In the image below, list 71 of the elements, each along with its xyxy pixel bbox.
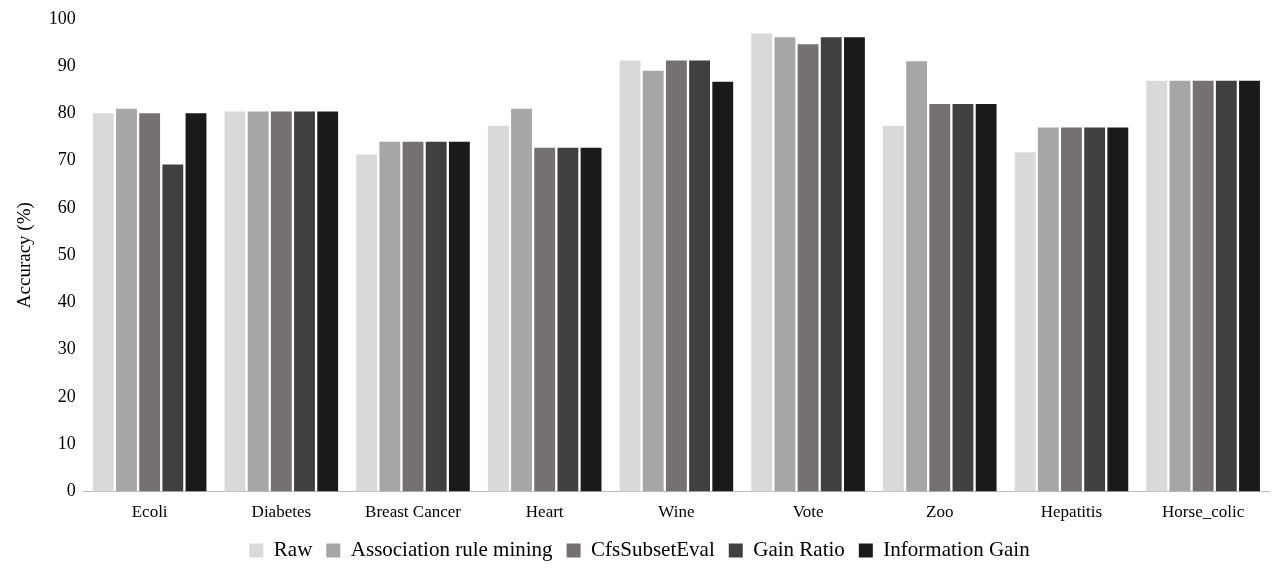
bar [116,108,137,492]
bar [92,113,114,492]
x-tick-label: Zoo [926,502,954,522]
bar [270,111,292,492]
y-tick-label: 70 [57,149,76,170]
x-tick-label: Diabetes [251,502,312,522]
bar [1084,127,1106,492]
y-tick-label: 50 [57,243,76,264]
y-tick-label: 10 [57,433,76,454]
x-tick-label: Breast Cancer [365,502,462,522]
legend-label: Association rule mining [350,537,554,562]
bar [162,164,184,492]
bar [712,81,734,492]
bar [642,70,664,492]
y-tick-label: 0 [66,480,76,501]
bar [356,154,378,492]
bar [751,33,773,492]
x-tick-label: Heart [525,502,564,522]
bar [534,147,556,492]
y-tick-label: 40 [57,291,76,312]
legend-label: Information Gain [883,537,1031,562]
x-tick-label: Horse_colic [1162,502,1245,522]
bar [689,60,711,492]
bar [1215,80,1237,492]
bar [906,61,928,492]
bar [185,113,207,492]
bar [379,141,401,492]
bar [487,125,509,492]
bar [139,113,161,492]
bar [1146,80,1168,492]
bar [402,141,424,492]
bar [1061,127,1082,492]
x-tick-label: Vote [792,502,824,522]
y-tick-label: 100 [48,7,76,28]
bar [294,111,315,492]
bar [247,111,269,492]
y-tick-label: 30 [57,338,76,359]
bar [929,103,951,492]
y-tick-label: 60 [57,196,76,217]
x-tick-label: Wine [658,502,695,522]
bar [820,37,842,492]
bar [1014,152,1036,492]
bar [619,60,641,492]
bar [665,60,687,492]
legend-label: CfsSubsetEval [591,537,715,562]
bar [425,141,447,492]
bar [1169,80,1191,492]
bar [224,111,246,492]
bar [1192,80,1214,492]
x-tick-label: Ecoli [131,502,168,522]
y-axis-title: Accuracy (%) [13,202,36,309]
x-tick-label: Hepatitis [1040,502,1103,522]
y-tick-label: 80 [57,102,76,123]
bar [975,103,997,492]
bar [774,37,796,492]
legend-label: Gain Ratio [753,537,845,562]
legend-label: Raw [273,537,314,562]
y-tick-label: 90 [57,54,76,75]
bar [797,44,819,492]
y-tick-label: 20 [57,385,76,406]
bar [882,125,904,492]
bar [844,37,865,492]
bar [580,147,602,492]
bar [511,108,532,492]
bar [1107,127,1129,492]
bar [952,103,974,492]
bar [557,147,579,492]
bar [448,141,470,492]
bar [1239,80,1260,492]
bar [1037,127,1059,492]
bar [317,111,339,492]
